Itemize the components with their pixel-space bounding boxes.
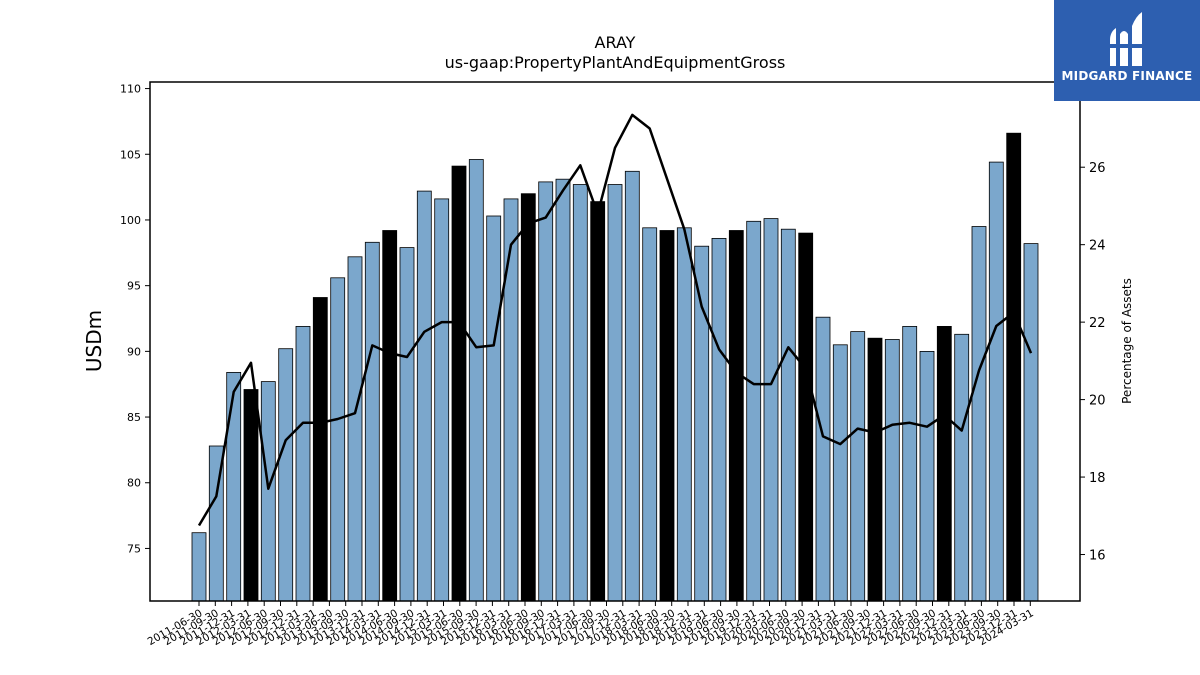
bar	[954, 333, 970, 602]
bar	[416, 190, 432, 602]
y2-tick-label: 22	[1089, 316, 1106, 331]
y2-tick-label: 26	[1089, 161, 1106, 176]
y-tick-label: 80	[127, 477, 141, 490]
bar	[572, 184, 588, 602]
bars-group	[191, 132, 1039, 602]
bar	[1006, 132, 1022, 602]
bar	[1023, 243, 1039, 602]
bar	[798, 232, 814, 602]
bar	[694, 245, 710, 602]
bar	[850, 331, 866, 602]
bar	[902, 325, 918, 602]
bar	[624, 170, 640, 602]
bar	[312, 297, 328, 602]
bar	[330, 277, 346, 602]
y-tick-label: 100	[120, 214, 141, 227]
bar	[867, 337, 883, 602]
y2-axis-label: Percentage of Assets	[1120, 278, 1134, 404]
bar	[884, 339, 900, 602]
bar	[988, 161, 1004, 602]
bar	[590, 201, 606, 602]
y-tick-label: 105	[120, 148, 141, 161]
plot-frame	[149, 81, 1081, 602]
bar	[728, 230, 744, 602]
bar	[434, 198, 450, 602]
bar	[243, 389, 259, 602]
bar	[347, 256, 363, 602]
chart-title: ARAY	[595, 33, 636, 52]
bar	[451, 165, 467, 602]
bar	[919, 350, 935, 602]
bar	[815, 316, 831, 602]
y2-tick-label: 18	[1089, 471, 1106, 486]
bar	[399, 247, 415, 602]
bar	[503, 198, 519, 602]
bar	[191, 532, 207, 602]
bar	[763, 218, 779, 602]
bar	[295, 325, 311, 602]
y2-axis: 16 18 20 22 24 26	[1080, 161, 1106, 564]
y-tick-label: 85	[127, 411, 141, 424]
bar	[746, 220, 762, 602]
bar	[832, 344, 848, 602]
y-axis: 75 80 85 90 95 100 105 110	[120, 83, 150, 555]
bar	[971, 226, 987, 602]
bar	[382, 230, 398, 602]
bar	[468, 159, 484, 602]
y2-tick-label: 24	[1089, 239, 1106, 254]
bar	[642, 227, 658, 602]
brand-name: MIDGARD FINANCE	[1061, 69, 1193, 83]
bar	[226, 371, 242, 602]
bar	[260, 381, 276, 602]
bar	[659, 230, 675, 602]
y-tick-label: 90	[127, 345, 141, 358]
bar	[780, 228, 796, 602]
bar	[364, 241, 380, 602]
y2-tick-label: 20	[1089, 394, 1106, 409]
bar	[607, 184, 623, 602]
y-tick-label: 110	[120, 83, 141, 96]
line-group	[197, 113, 1033, 527]
x-axis: 2011-06-302011-09-302011-12-312012-03-31…	[146, 601, 1036, 648]
chart-subtitle: us-gaap:PropertyPlantAndEquipmentGross	[445, 53, 786, 72]
percentage-line	[197, 113, 1033, 527]
bar	[936, 325, 952, 602]
y-tick-label: 75	[127, 542, 141, 555]
y2-tick-label: 16	[1089, 549, 1106, 564]
bar	[538, 181, 554, 602]
bar	[676, 227, 692, 602]
bar	[555, 178, 571, 602]
y-tick-label: 95	[127, 280, 141, 293]
bar	[278, 348, 294, 602]
y-axis-label: USDm	[82, 310, 106, 372]
midgard-logo-icon	[1108, 12, 1144, 66]
bar	[486, 215, 502, 602]
brand-logo: MIDGARD FINANCE	[1054, 0, 1200, 101]
bar	[520, 193, 536, 602]
bar	[711, 237, 727, 602]
